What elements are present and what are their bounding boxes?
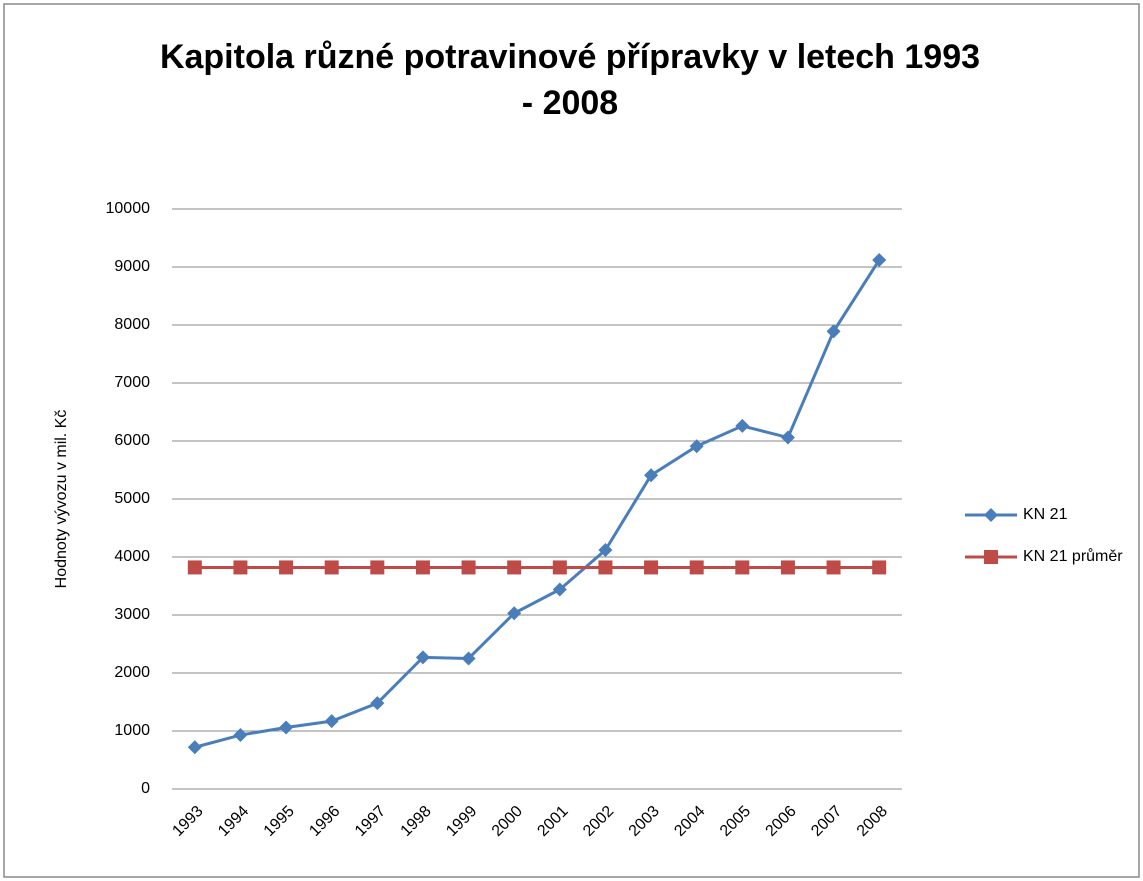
data-point [644,560,659,575]
data-point [507,606,522,621]
data-point [826,560,841,575]
data-point [872,560,887,575]
y-tick-label: 2000 [114,664,150,681]
legend-marker [984,550,998,564]
legend-marker [984,508,998,522]
y-tick-label: 9000 [114,258,150,275]
y-tick-label: 8000 [114,316,150,333]
y-tick-label: 6000 [114,432,150,449]
data-point [461,651,476,666]
data-point [279,720,294,735]
data-point [461,560,476,575]
data-point [187,560,202,575]
legend-label: KN 21 průměr [1023,547,1123,565]
y-tick-label: 0 [141,780,150,797]
y-tick-label: 10000 [106,200,151,217]
data-point [689,560,704,575]
y-tick-label: 1000 [114,722,150,739]
data-point [370,696,385,711]
data-point [826,324,841,339]
data-point [324,560,339,575]
data-point [598,543,613,558]
y-tick-label: 3000 [114,606,150,623]
y-tick-label: 5000 [114,490,150,507]
data-point [644,468,659,483]
data-point [233,560,248,575]
data-point [507,560,522,575]
y-tick-label: 4000 [114,548,150,565]
data-point [598,560,613,575]
data-point [689,439,704,454]
data-point [415,560,430,575]
data-point [780,560,795,575]
data-point [187,740,202,755]
data-point [552,582,567,597]
data-point [780,430,795,445]
chart-title: Kapitola různé potravinové přípravky v l… [159,38,981,122]
y-tick-label: 7000 [114,374,150,391]
series-line [194,259,881,749]
data-point [233,728,248,743]
data-point [324,714,339,729]
data-point [415,650,430,665]
data-point [552,560,567,575]
data-point [279,560,294,575]
y-axis-label: Hodnoty vývozu v mil. Kč [53,410,70,589]
data-point [370,560,385,575]
data-point [872,253,887,268]
data-point [735,560,750,575]
legend-label: KN 21 [1023,506,1068,523]
data-point [735,418,750,433]
